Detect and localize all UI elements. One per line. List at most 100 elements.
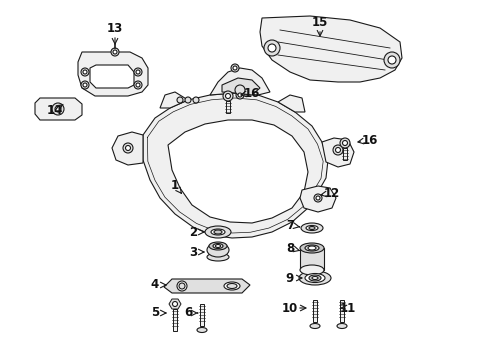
Circle shape — [125, 145, 130, 150]
Ellipse shape — [305, 225, 317, 230]
Text: 6: 6 — [183, 306, 192, 320]
Text: 13: 13 — [107, 22, 123, 35]
Text: 2: 2 — [188, 225, 197, 239]
Circle shape — [383, 52, 399, 68]
Text: 16: 16 — [361, 134, 377, 147]
Ellipse shape — [308, 275, 320, 281]
Text: 3: 3 — [188, 246, 197, 258]
Ellipse shape — [307, 246, 315, 250]
Ellipse shape — [224, 282, 240, 290]
Ellipse shape — [308, 226, 314, 230]
Bar — [299, 248, 324, 270]
Text: 14: 14 — [47, 104, 63, 117]
Ellipse shape — [299, 265, 324, 275]
Text: 8: 8 — [285, 242, 293, 255]
Polygon shape — [160, 92, 187, 108]
Circle shape — [136, 70, 140, 74]
Circle shape — [83, 70, 87, 74]
Circle shape — [81, 68, 89, 76]
Text: 11: 11 — [339, 302, 355, 315]
Circle shape — [177, 97, 183, 103]
Bar — [200, 304, 203, 326]
Polygon shape — [112, 132, 142, 165]
Polygon shape — [78, 52, 148, 96]
Circle shape — [134, 81, 142, 89]
Ellipse shape — [215, 244, 220, 248]
Polygon shape — [299, 186, 335, 212]
Circle shape — [81, 81, 89, 89]
Polygon shape — [35, 98, 82, 120]
Ellipse shape — [204, 226, 230, 238]
Bar — [225, 101, 229, 113]
Polygon shape — [90, 65, 134, 88]
Circle shape — [230, 64, 239, 72]
Circle shape — [315, 196, 319, 200]
Text: 12: 12 — [323, 186, 340, 199]
Circle shape — [264, 40, 280, 56]
Ellipse shape — [305, 274, 325, 283]
Ellipse shape — [213, 243, 223, 248]
Circle shape — [111, 48, 119, 56]
Circle shape — [232, 66, 237, 70]
Circle shape — [177, 281, 186, 291]
Ellipse shape — [206, 253, 228, 261]
Ellipse shape — [298, 271, 330, 285]
Polygon shape — [169, 299, 181, 309]
Text: 4: 4 — [151, 279, 159, 292]
Circle shape — [52, 103, 64, 115]
Text: 5: 5 — [151, 306, 159, 320]
Circle shape — [313, 194, 321, 202]
Circle shape — [223, 91, 232, 101]
Ellipse shape — [305, 245, 318, 251]
Polygon shape — [168, 120, 307, 223]
Circle shape — [184, 97, 191, 103]
Circle shape — [55, 106, 61, 112]
Circle shape — [193, 97, 199, 103]
Circle shape — [335, 148, 340, 153]
Ellipse shape — [311, 276, 317, 279]
Ellipse shape — [214, 230, 222, 234]
Ellipse shape — [206, 243, 228, 257]
Circle shape — [332, 145, 342, 155]
Ellipse shape — [208, 242, 226, 250]
Polygon shape — [278, 95, 305, 112]
Text: 7: 7 — [285, 219, 293, 231]
Text: 9: 9 — [285, 271, 293, 284]
Circle shape — [342, 140, 347, 145]
Bar — [312, 300, 316, 322]
Bar — [342, 148, 346, 160]
Circle shape — [83, 83, 87, 87]
Circle shape — [267, 44, 275, 52]
Circle shape — [387, 56, 395, 64]
Polygon shape — [321, 138, 353, 167]
Circle shape — [235, 85, 244, 95]
Polygon shape — [260, 16, 401, 82]
Text: 1: 1 — [171, 179, 179, 192]
Ellipse shape — [309, 324, 319, 328]
Circle shape — [136, 83, 140, 87]
Bar — [339, 300, 343, 322]
Circle shape — [238, 93, 242, 97]
Circle shape — [339, 138, 349, 148]
Ellipse shape — [210, 229, 224, 235]
Ellipse shape — [301, 223, 323, 233]
Text: 16: 16 — [244, 86, 260, 99]
Ellipse shape — [226, 284, 237, 288]
Ellipse shape — [299, 243, 324, 253]
Ellipse shape — [336, 324, 346, 328]
Polygon shape — [222, 78, 260, 95]
Circle shape — [179, 283, 184, 289]
Bar — [173, 309, 177, 331]
Polygon shape — [163, 279, 249, 293]
Text: 15: 15 — [311, 15, 327, 28]
Circle shape — [123, 143, 133, 153]
Polygon shape — [209, 68, 269, 95]
Text: 10: 10 — [281, 302, 298, 315]
Ellipse shape — [197, 328, 206, 333]
Circle shape — [134, 68, 142, 76]
Polygon shape — [142, 93, 327, 238]
Circle shape — [225, 94, 230, 99]
Circle shape — [113, 50, 117, 54]
Circle shape — [236, 91, 244, 99]
Circle shape — [172, 302, 177, 306]
